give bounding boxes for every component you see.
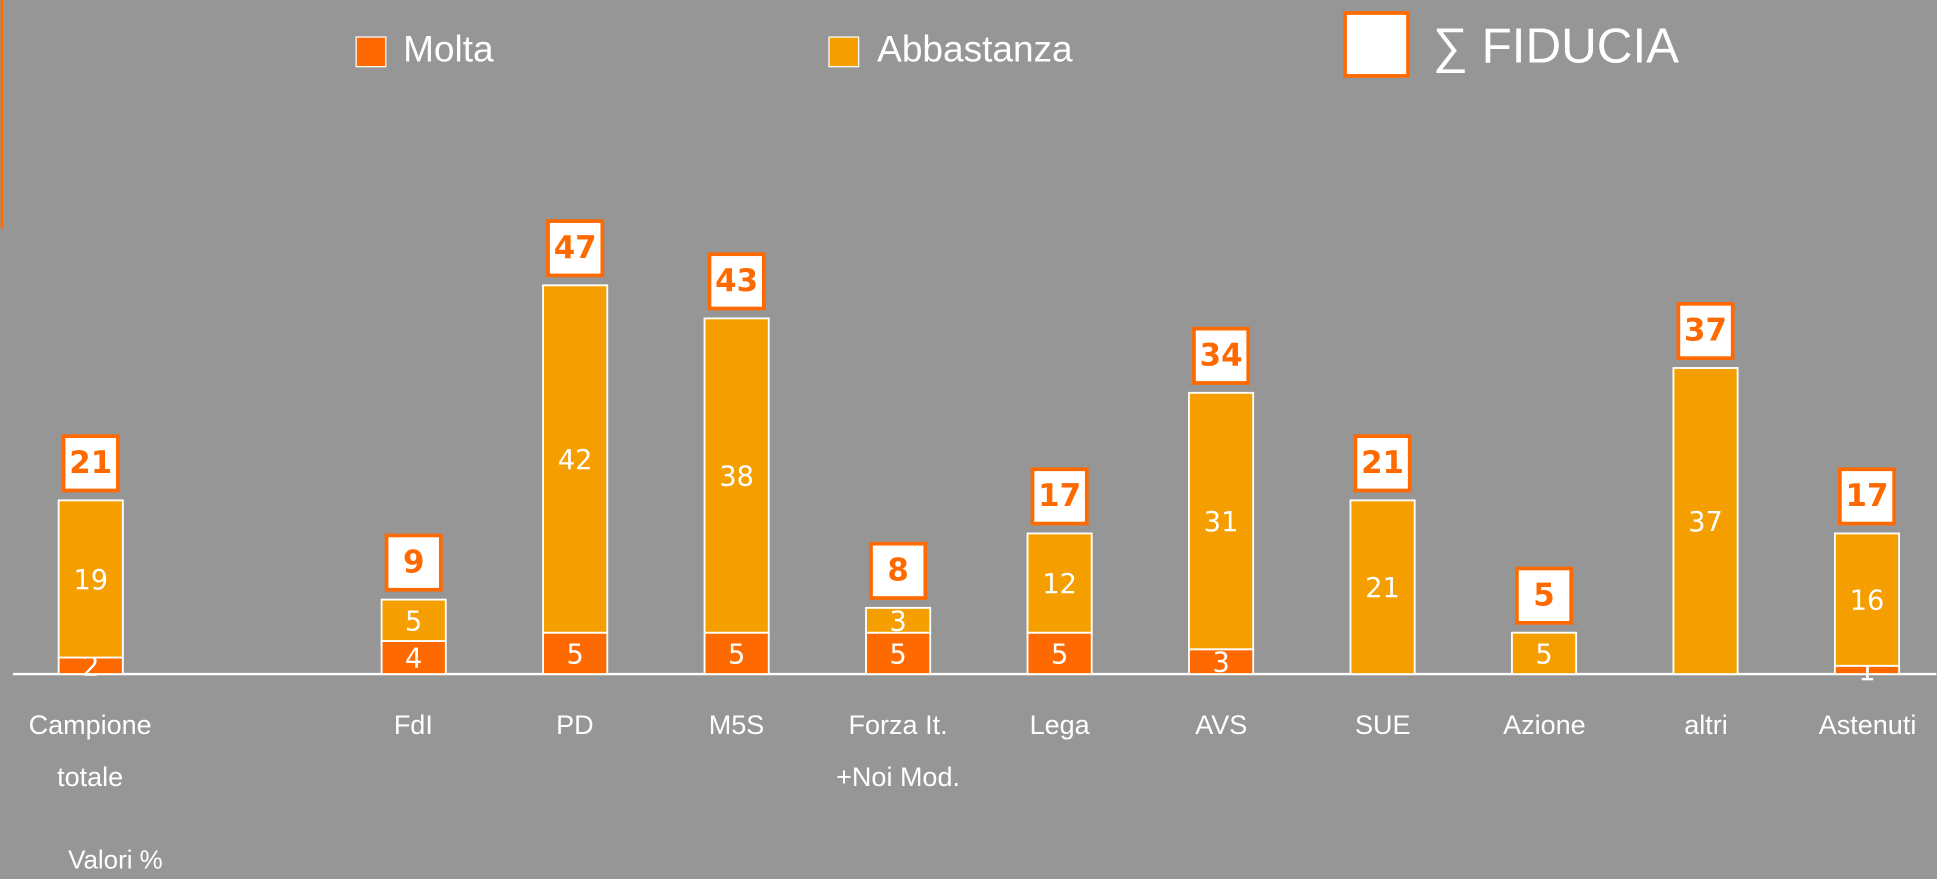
value-label: 5 [1051,639,1068,670]
total-box [707,252,766,311]
total-box [384,533,443,592]
x-tick-label: SUE [1355,710,1411,741]
bar-segment [1188,391,1255,651]
x-tick-label: Campione totale [28,710,152,793]
value-label: 3 [889,606,906,637]
total-box [1353,434,1412,493]
value-label: 5 [728,639,745,670]
legend-label: Abbastanza [877,28,1073,70]
value-label: 5 [405,606,422,637]
total-label: 5 [1533,577,1554,613]
total-label: 47 [554,230,597,266]
total-label: 21 [1361,445,1404,481]
x-tick-label: FdI [393,710,433,741]
bar-segment [1672,367,1739,675]
value-label: 31 [1204,507,1239,538]
value-label: 38 [719,462,754,493]
total-box [1192,326,1251,385]
total-box [869,541,928,600]
value-label: 4 [405,643,422,674]
total-label: 8 [887,553,908,589]
bar-segment [1026,631,1093,675]
bar-segment [380,598,447,642]
value-label: 12 [1042,569,1077,600]
value-label: 2 [82,652,99,683]
value-label: 5 [1535,639,1552,670]
x-tick-label: Astenuti [1818,710,1917,741]
bar-segment [57,499,124,659]
total-box [546,219,605,278]
x-tick-label: Lega [1029,710,1090,741]
total-label: 17 [1846,478,1889,514]
bar-segment [1188,648,1255,675]
legend-swatch [355,36,387,68]
total-label: 37 [1684,313,1727,349]
total-box [1676,301,1735,360]
x-tick-label: altri [1684,710,1728,741]
bar-segment [1026,532,1093,634]
legend-label: Molta [403,28,494,70]
legend-swatch [828,36,860,68]
bar-segment [380,640,447,675]
legend-swatch [1343,11,1410,78]
value-label: 5 [567,639,584,670]
x-tick-label: M5S [708,710,765,741]
bar-segment [1349,499,1416,675]
value-label: 19 [73,565,108,596]
x-tick-label: PD [556,710,594,741]
bar-segment [703,317,770,634]
value-label: 37 [1688,507,1723,538]
x-tick-label: Azione [1503,710,1586,741]
value-label: 42 [558,445,593,476]
total-label: 43 [715,263,758,299]
bar-segment [865,606,932,634]
total-label: 17 [1038,478,1081,514]
total-label: 9 [403,544,424,580]
bar-segment [1833,532,1901,667]
x-tick-label: Forza It. +Noi Mod. [836,710,960,793]
total-box [1515,566,1574,625]
bar-segment [1511,631,1578,675]
total-box [1837,467,1897,526]
bar-segment [542,284,609,634]
total-box [1030,467,1089,526]
legend-label: ∑ FIDUCIA [1433,18,1679,73]
x-tick-label: AVS [1195,710,1248,741]
annotation: Valori % [68,847,163,875]
value-label: 3 [1212,648,1229,679]
total-label: 34 [1200,338,1243,374]
total-label: 21 [69,445,112,481]
value-label: 5 [889,639,906,670]
value-label: 16 [1850,586,1885,617]
value-label: 21 [1365,573,1400,604]
total-box [61,434,120,493]
